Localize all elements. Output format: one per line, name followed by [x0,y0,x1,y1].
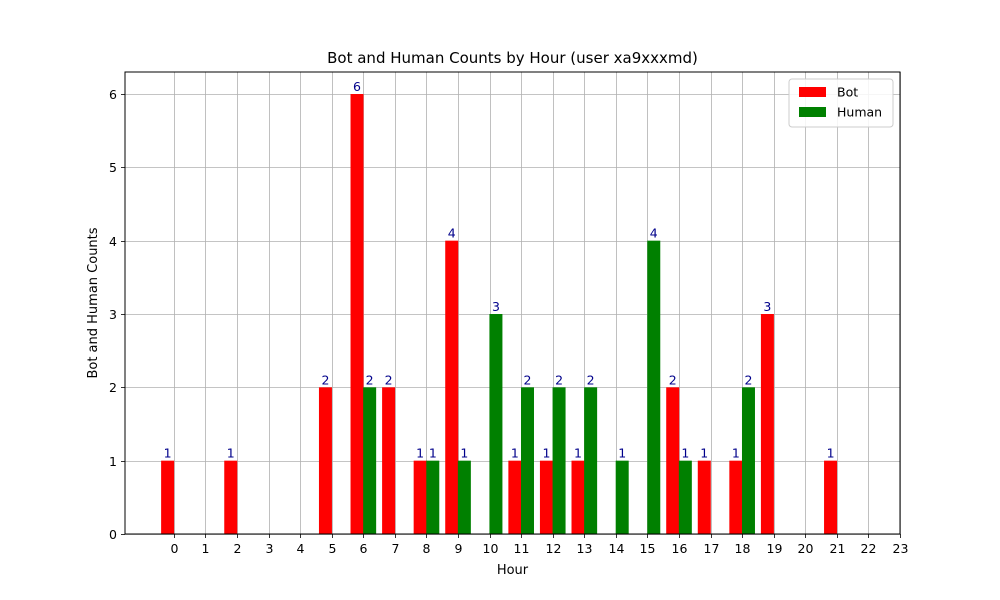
x-tick-label: 2 [234,541,242,556]
bot-bar-label: 1 [416,446,424,461]
human-bar [520,387,534,534]
x-tick-label: 23 [893,541,909,556]
x-tick-label: 4 [297,541,305,556]
bot-bar [508,460,522,534]
x-axis-title: Hour [497,563,529,578]
x-tick-label: 20 [798,541,814,556]
x-tick-label: 1 [202,541,210,556]
x-tick-label: 10 [483,541,499,556]
human-bar [552,387,566,534]
y-tick-label: 0 [109,527,117,542]
human-bar [741,387,755,534]
human-bar-label: 1 [618,446,626,461]
x-tick-label: 13 [577,541,593,556]
bot-bar [224,460,238,534]
human-bar-label: 2 [524,372,532,387]
bars-layer [161,94,838,534]
bot-bar [539,460,553,534]
x-tick-label: 3 [266,541,274,556]
bot-bar-label: 1 [227,446,235,461]
x-tick-label: 12 [546,541,562,556]
chart-title: Bot and Human Counts by Hour (user xa9xx… [327,49,698,67]
bot-bar [824,460,838,534]
x-tick-label: 9 [455,541,463,556]
legend: Bot Human [788,78,894,128]
bot-bar-label: 1 [542,446,550,461]
x-tick-label: 22 [861,541,877,556]
human-bar-label: 4 [650,226,658,241]
x-tick-label: 5 [329,541,337,556]
bot-bar [697,460,711,534]
y-tick-label: 3 [109,307,117,322]
plot-frame [124,71,901,535]
bot-bar [161,460,175,534]
bot-bar-label: 1 [511,446,519,461]
bot-bar-label: 2 [385,372,393,387]
x-tick-label: 19 [767,541,783,556]
human-bar [426,460,440,534]
y-tick-label: 2 [109,380,117,395]
ticks-layer: 0 1 2 3 4 5 6 7 8 9 10 11 12 13 14 15 16 17 18 19 20 21 22 2301… [109,87,908,556]
y-tick-label: 5 [109,160,117,175]
bot-bar-label: 1 [700,446,708,461]
x-tick-label: 8 [423,541,431,556]
bot-bar-label: 2 [669,372,677,387]
human-bar-label: 2 [587,372,595,387]
human-bar-label: 1 [681,446,689,461]
bot-bar [666,387,680,534]
bot-bar [318,387,332,534]
y-tick-label: 1 [109,454,117,469]
x-tick-label: 7 [392,541,400,556]
bot-bar [382,387,396,534]
bot-bar [729,460,743,534]
human-bar-label: 1 [460,446,468,461]
x-tick-label: 15 [640,541,656,556]
bot-bar [445,240,459,534]
human-bar-label: 1 [429,446,437,461]
x-tick-label: 18 [735,541,751,556]
human-bar-label: 3 [492,299,500,314]
bot-bar-label: 1 [574,446,582,461]
human-legend-label: Human [837,105,882,120]
bot-bar-label: 1 [164,446,172,461]
x-tick-label: 11 [514,541,530,556]
y-tick-label: 6 [109,87,117,102]
x-tick-label: 14 [609,541,625,556]
human-bar-label: 2 [366,372,374,387]
human-bar-label: 2 [555,372,563,387]
x-tick-label: 21 [830,541,846,556]
human-bar-label: 2 [744,372,752,387]
bot-bar-label: 2 [321,372,329,387]
y-axis-title: Bot and Human Counts [86,227,101,378]
bot-bar [350,94,364,534]
bot-bar [413,460,427,534]
bot-bar-label: 1 [827,446,835,461]
x-tick-label: 6 [360,541,368,556]
bot-bar [760,314,774,534]
bot-bar-label: 3 [763,299,771,314]
bot-bar [571,460,585,534]
x-tick-label: 17 [704,541,720,556]
human-bar [489,314,503,534]
bot-legend-label: Bot [837,85,858,100]
x-tick-label: 0 [171,541,179,556]
bot-bar-label: 1 [732,446,740,461]
human-bar [647,240,661,534]
x-tick-label: 16 [672,541,688,556]
y-tick-label: 4 [109,234,117,249]
human-legend-swatch [799,107,826,117]
human-bar [678,460,692,534]
bot-legend-swatch [799,87,826,97]
human-bar [615,460,629,534]
bot-bar-label: 4 [448,226,456,241]
bot-bar-label: 6 [353,79,361,94]
human-bar [584,387,598,534]
human-bar [363,387,377,534]
human-bar [457,460,471,534]
